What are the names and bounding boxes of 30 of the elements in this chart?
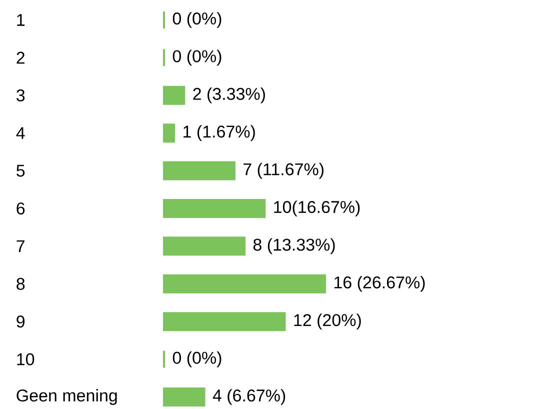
- bar: [163, 124, 176, 143]
- data-label: 0 (0%): [172, 12, 222, 28]
- y-tick-label: 1: [17, 14, 24, 26]
- y-tick-label: Geen mening: [16, 389, 117, 405]
- data-label: 7 (11.67%): [244, 162, 324, 179]
- data-label: 2 (3.33%): [193, 87, 265, 104]
- bar: [163, 86, 186, 105]
- y-tick-label: 9: [16, 316, 25, 328]
- y-tick-label: 2: [16, 52, 24, 64]
- bar: [163, 236, 246, 256]
- bar: [163, 161, 236, 180]
- data-label: 0 (0%): [172, 50, 222, 66]
- y-tick-label: 4: [16, 127, 25, 139]
- data-label: 0 (0%): [172, 351, 222, 368]
- data-label: 12 (20%): [294, 314, 361, 330]
- y-tick-label: 3: [16, 89, 25, 102]
- data-label: 10(16.67%): [274, 200, 360, 216]
- bar: [163, 274, 326, 294]
- bar: [163, 198, 266, 218]
- y-tick-label: 6: [16, 202, 25, 215]
- data-label: 16 (26.67%): [334, 276, 425, 292]
- y-tick-label: 10: [17, 353, 34, 366]
- bar: [163, 387, 206, 406]
- data-label: 8 (13.33%): [253, 238, 335, 254]
- bar: [163, 312, 286, 332]
- y-tick-label: 8: [16, 278, 25, 290]
- data-label: 4 (6.67%): [212, 389, 286, 405]
- y-tick-label: 7: [16, 240, 24, 252]
- data-label: 1 (1.67%): [184, 125, 255, 141]
- y-tick-label: 5: [16, 164, 25, 177]
